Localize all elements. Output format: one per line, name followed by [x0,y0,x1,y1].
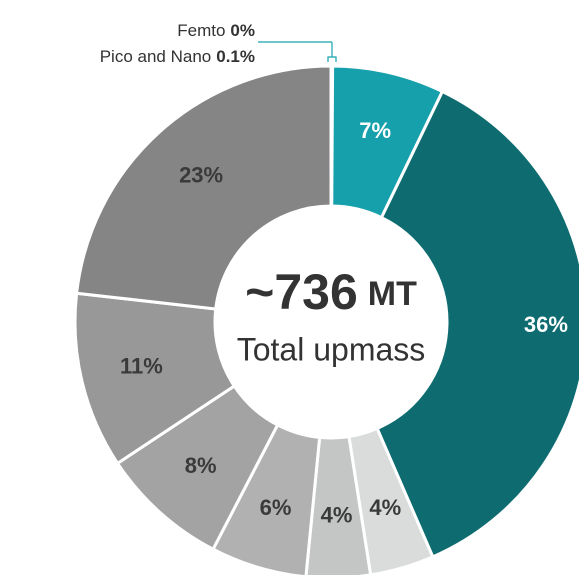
callout-value: 0.1% [216,47,255,66]
center-label: Total upmass [237,331,426,367]
segment-label: 36% [524,312,568,337]
segment-label: 11% [120,353,163,378]
segment-label: 23% [179,162,223,187]
donut-segment [375,89,579,559]
center-unit: MT [368,275,417,313]
segment-label: 6% [260,495,292,520]
segment-label: 8% [185,453,217,478]
donut-segment [74,64,333,311]
callout-label: Femto 0% [177,21,255,40]
callout-value: 0% [230,21,255,40]
center-number: ~736 [245,264,358,320]
segment-label: 4% [369,495,401,520]
callout-label: Pico and Nano 0.1% [100,47,255,66]
center-value: ~736 MT [245,264,417,320]
segment-label: 7% [359,118,391,143]
segment-label: 4% [321,503,353,528]
callout-name: Femto [177,21,225,40]
callout-name: Pico and Nano [100,47,212,66]
callout-leader [258,41,337,62]
